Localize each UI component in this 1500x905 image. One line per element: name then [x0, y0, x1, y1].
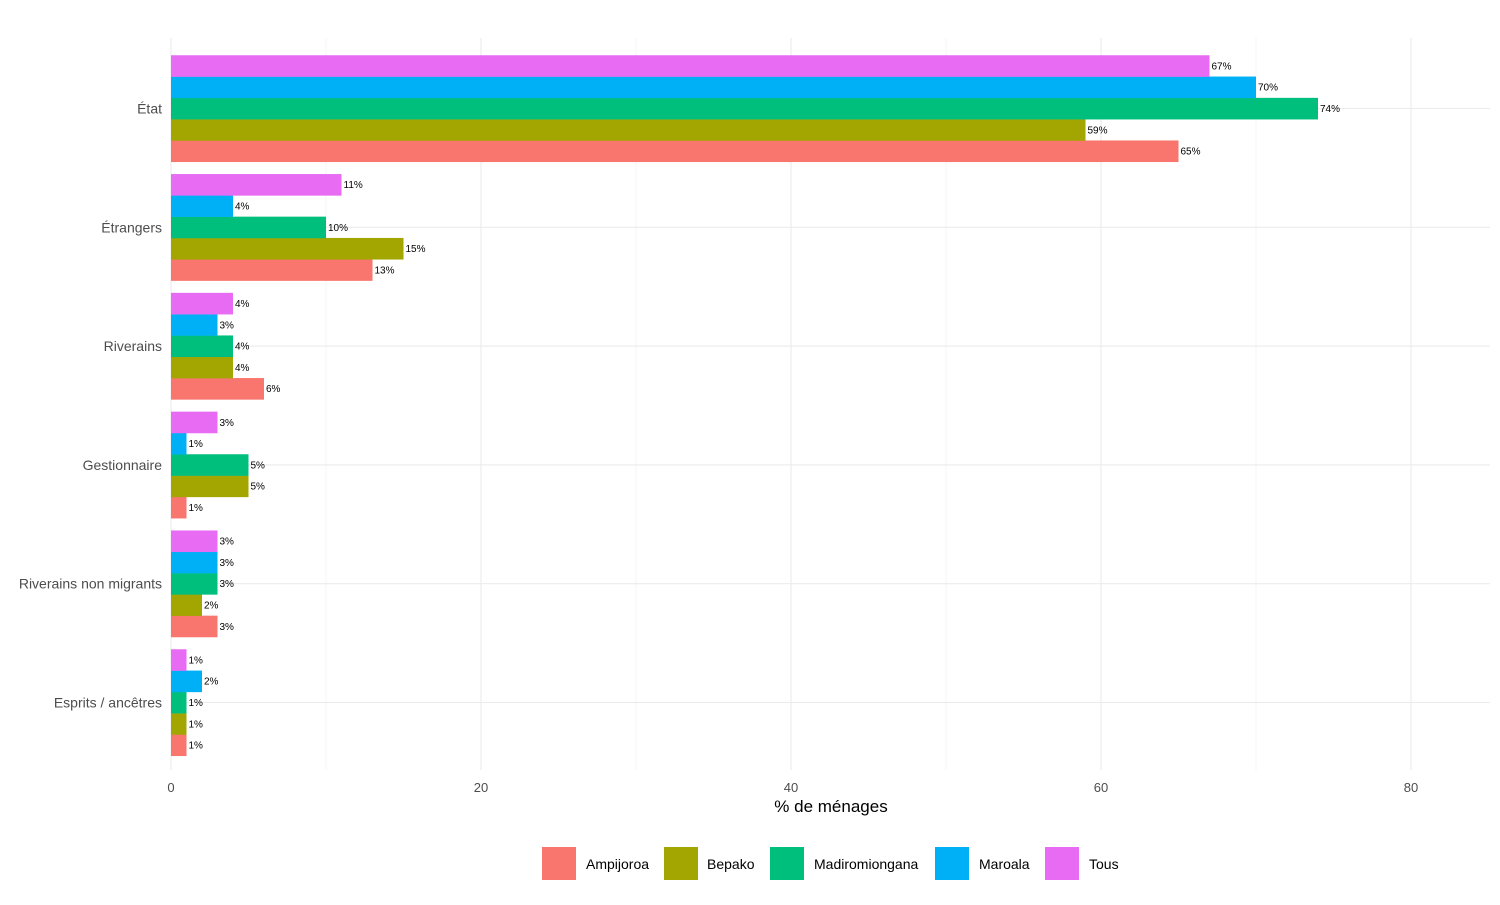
- bar-ampijoroa: [171, 259, 373, 281]
- legend-key-tous: [1045, 847, 1079, 880]
- data-label: 70%: [1258, 83, 1278, 94]
- legend: Ampijoroa Bepako Madiromiongana Maroala Tous: [542, 847, 1119, 880]
- bar-tous: [171, 411, 218, 434]
- bar-tous: [171, 55, 1210, 77]
- data-label: 1%: [189, 741, 204, 752]
- data-label: 13%: [375, 265, 395, 276]
- bar-madiromiongana: [171, 216, 326, 239]
- bar-tous: [171, 530, 218, 553]
- axis-layer: % de ménages État Étrangers Riverains Gesti…: [19, 101, 1418, 817]
- data-label: 1%: [189, 655, 204, 666]
- data-label: 1%: [189, 503, 204, 514]
- data-label: 15%: [406, 244, 426, 255]
- data-label: 3%: [220, 320, 235, 331]
- data-label: 1%: [189, 719, 204, 730]
- bar-tous: [171, 174, 342, 196]
- bar-ampijoroa: [171, 734, 187, 757]
- data-label: 4%: [235, 202, 250, 213]
- bar-maroala: [171, 551, 218, 574]
- bar-bepako: [171, 713, 187, 735]
- category-label: Riverains: [104, 338, 162, 354]
- legend-label: Madiromiongana: [814, 856, 918, 872]
- data-label: 3%: [220, 622, 235, 633]
- bar-maroala: [171, 195, 233, 217]
- x-tick-label: 0: [167, 780, 174, 795]
- data-label: 3%: [220, 558, 235, 569]
- legend-key-madiromiongana: [770, 847, 804, 880]
- legend-key-maroala: [935, 847, 969, 880]
- bar-madiromiongana: [171, 97, 1318, 120]
- data-label: 2%: [204, 601, 219, 612]
- bar-bepako: [171, 594, 202, 616]
- bar-maroala: [171, 76, 1256, 99]
- data-label: 74%: [1320, 104, 1340, 115]
- bar-ampijoroa: [171, 378, 264, 400]
- x-tick-label: 40: [784, 780, 798, 795]
- category-label: État: [137, 101, 162, 117]
- x-tick-label: 80: [1404, 780, 1418, 795]
- bar-ampijoroa: [171, 140, 1179, 163]
- category-label: Riverains non migrants: [19, 576, 162, 592]
- legend-key-ampijoroa: [542, 847, 576, 880]
- data-label: 2%: [204, 677, 219, 688]
- labels-layer: 65%13%6%1%3%1%59%15%4%5%2%1%74%10%4%5%3%…: [189, 61, 1341, 751]
- category-label: Étrangers: [101, 219, 162, 235]
- category-label: Gestionnaire: [83, 457, 163, 473]
- data-label: 11%: [344, 180, 363, 191]
- bar-maroala: [171, 670, 202, 693]
- data-label: 1%: [189, 439, 204, 450]
- bar-maroala: [171, 314, 218, 336]
- data-label: 3%: [220, 418, 235, 429]
- bar-bepako: [171, 237, 404, 260]
- x-tick-label: 20: [474, 780, 488, 795]
- bars-layer: [171, 55, 1318, 757]
- data-label: 5%: [251, 482, 266, 493]
- data-label: 4%: [235, 342, 250, 353]
- data-label: 4%: [235, 363, 250, 374]
- data-label: 3%: [220, 579, 235, 590]
- bar-tous: [171, 649, 187, 671]
- legend-label: Ampijoroa: [586, 856, 649, 872]
- bar-madiromiongana: [171, 691, 187, 714]
- legend-label: Tous: [1089, 856, 1119, 872]
- bar-madiromiongana: [171, 335, 233, 358]
- data-label: 4%: [235, 299, 250, 310]
- x-tick-label: 60: [1094, 780, 1108, 795]
- x-axis-title: % de ménages: [774, 797, 887, 816]
- data-label: 6%: [266, 384, 281, 395]
- data-label: 59%: [1088, 125, 1108, 136]
- data-label: 67%: [1212, 61, 1232, 72]
- bar-madiromiongana: [171, 454, 249, 476]
- legend-label: Bepako: [707, 856, 755, 872]
- bar-ampijoroa: [171, 615, 218, 638]
- bar-bepako: [171, 356, 233, 379]
- bar-bepako: [171, 119, 1086, 141]
- bar-bepako: [171, 475, 249, 498]
- data-label: 10%: [328, 223, 348, 234]
- legend-label: Maroala: [979, 856, 1030, 872]
- bar-madiromiongana: [171, 573, 218, 595]
- data-label: 65%: [1181, 147, 1201, 158]
- data-label: 3%: [220, 537, 235, 548]
- bar-maroala: [171, 432, 187, 455]
- data-label: 5%: [251, 460, 266, 471]
- legend-key-bepako: [664, 847, 698, 880]
- data-label: 1%: [189, 698, 204, 709]
- bar-ampijoroa: [171, 496, 187, 519]
- category-label: Esprits / ancêtres: [54, 695, 162, 711]
- bar-tous: [171, 292, 233, 315]
